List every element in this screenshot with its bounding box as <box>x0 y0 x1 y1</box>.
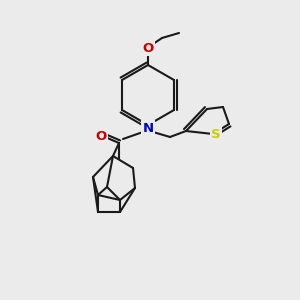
Text: S: S <box>211 128 221 140</box>
Text: N: N <box>142 122 154 134</box>
Text: O: O <box>95 130 106 143</box>
Text: O: O <box>142 41 154 55</box>
